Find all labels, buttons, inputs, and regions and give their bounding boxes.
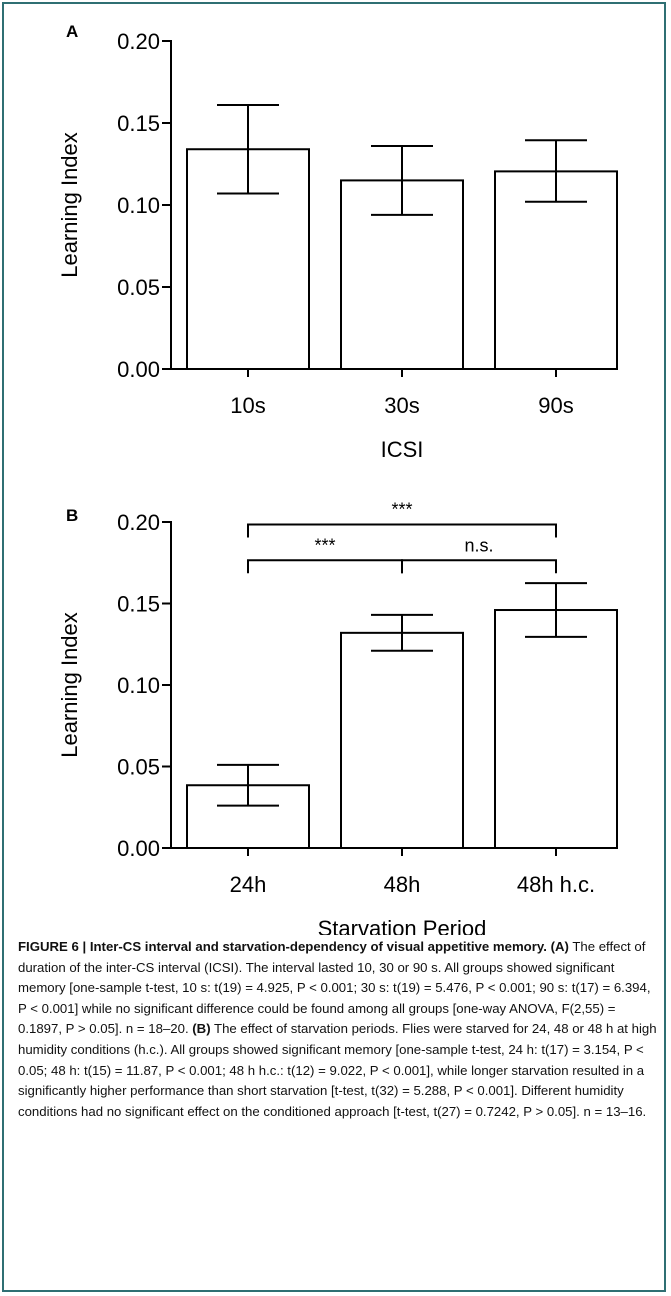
panel-a-y-title: Learning Index — [57, 132, 82, 278]
panel-b-bar — [494, 609, 618, 850]
panel-b-significance-bracket — [247, 523, 557, 538]
panel-b-y-tick-label: 0.05 — [117, 755, 160, 780]
panel-b-label: B — [66, 506, 78, 525]
caption-tag-b: (B) — [192, 1021, 211, 1037]
panel-b-bar — [340, 631, 464, 850]
caption-title: FIGURE 6 | Inter-CS interval and starvat… — [18, 939, 547, 954]
figure-charts: A 0.00 0.05 0.10 0.15 0.20 Learning Index 10s 30… — [57, 22, 618, 935]
panel-b-significance-label: *** — [391, 499, 412, 519]
panel-a-y-tick-label: 0.10 — [117, 193, 160, 218]
panel-b-y-tick-label: 0.00 — [117, 836, 160, 861]
panel-b-x-tick-label: 48h — [384, 872, 421, 897]
panel-b-x-tick-label: 24h — [230, 872, 267, 897]
panel-b-y-title: Learning Index — [57, 612, 82, 758]
caption-text-a: The effect of duration of the inter-CS i… — [18, 939, 651, 1037]
panel-b-significance-label: *** — [314, 535, 335, 555]
panel-a-x-tick-label: 10s — [230, 393, 265, 418]
panel-a-y-tick-label: 0.15 — [117, 111, 160, 136]
panel-b-significance-bracket — [401, 559, 557, 574]
panel-a-label: A — [66, 22, 78, 41]
panel-b-y-tick-label: 0.10 — [117, 673, 160, 698]
panel-a-y-tick-label: 0.05 — [117, 275, 160, 300]
panel-a-x-tick-label: 30s — [384, 393, 419, 418]
panel-b-x-title: Starvation Period — [318, 916, 487, 935]
panel-a-y-tick-label: 0.00 — [117, 357, 160, 382]
figure-caption: FIGURE 6 | Inter-CS interval and starvat… — [18, 937, 658, 1122]
panel-b-significance-bracket — [247, 559, 403, 574]
caption-text-b: The effect of starvation periods. Flies … — [18, 1021, 657, 1119]
panel-b-y-tick-label: 0.20 — [117, 510, 160, 535]
panel-b-significance-label: n.s. — [464, 535, 493, 555]
caption-tag-a: (A) — [550, 939, 569, 954]
panel-a-y-tick-label: 0.20 — [117, 29, 160, 54]
panel-a-x-title: ICSI — [381, 437, 424, 462]
panel-b-x-tick-label: 48h h.c. — [517, 872, 595, 897]
panel-b-y-tick-label: 0.15 — [117, 592, 160, 617]
panel-a-x-tick-label: 90s — [538, 393, 573, 418]
